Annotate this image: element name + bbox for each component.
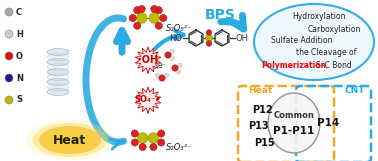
- Circle shape: [149, 13, 160, 23]
- Text: Carboxylation: Carboxylation: [307, 24, 361, 33]
- Circle shape: [5, 52, 13, 60]
- Polygon shape: [135, 87, 161, 113]
- Polygon shape: [135, 47, 161, 73]
- Text: SO₄⁻•: SO₄⁻•: [135, 95, 161, 104]
- Ellipse shape: [47, 68, 69, 76]
- Circle shape: [155, 7, 163, 14]
- Circle shape: [177, 70, 181, 74]
- Circle shape: [170, 57, 174, 61]
- Ellipse shape: [47, 79, 69, 85]
- Text: BPS: BPS: [204, 8, 235, 22]
- Ellipse shape: [47, 84, 69, 90]
- Text: P1-P11: P1-P11: [273, 126, 314, 136]
- Circle shape: [170, 49, 174, 53]
- Circle shape: [160, 14, 167, 22]
- Text: S–C Bond: S–C Bond: [316, 61, 352, 70]
- Text: e⁻: e⁻: [158, 61, 167, 70]
- Text: H: H: [16, 29, 23, 38]
- Circle shape: [138, 5, 145, 13]
- Circle shape: [5, 74, 13, 82]
- Circle shape: [5, 30, 13, 38]
- Ellipse shape: [47, 74, 69, 80]
- Circle shape: [133, 22, 141, 29]
- Circle shape: [155, 73, 159, 77]
- Ellipse shape: [47, 63, 69, 71]
- Ellipse shape: [45, 129, 95, 151]
- Ellipse shape: [33, 123, 107, 157]
- Circle shape: [151, 5, 158, 13]
- Text: S: S: [16, 95, 22, 104]
- Circle shape: [131, 139, 138, 146]
- Text: Hydroxylation: Hydroxylation: [292, 11, 346, 20]
- Circle shape: [172, 65, 178, 71]
- Circle shape: [5, 8, 13, 16]
- Text: S₂O₈²⁻: S₂O₈²⁻: [166, 24, 192, 33]
- Text: OH: OH: [236, 33, 249, 43]
- Text: P12: P12: [252, 105, 272, 115]
- Ellipse shape: [39, 126, 101, 154]
- Circle shape: [206, 30, 212, 35]
- Text: Polymerization: Polymerization: [262, 61, 327, 70]
- Circle shape: [155, 22, 163, 29]
- Text: P13: P13: [248, 121, 268, 131]
- Text: Common: Common: [274, 110, 314, 119]
- Circle shape: [178, 63, 182, 67]
- Circle shape: [206, 34, 212, 42]
- Circle shape: [133, 7, 141, 14]
- Circle shape: [206, 41, 212, 46]
- Circle shape: [136, 13, 147, 23]
- Text: Heat: Heat: [53, 133, 87, 147]
- Text: CNT: CNT: [344, 86, 365, 95]
- Text: ·OH: ·OH: [138, 55, 158, 65]
- Ellipse shape: [26, 120, 113, 160]
- Text: HO: HO: [169, 33, 182, 43]
- Text: P15: P15: [254, 138, 274, 148]
- Text: Heat: Heat: [248, 86, 272, 95]
- Circle shape: [139, 143, 146, 151]
- Circle shape: [165, 52, 171, 58]
- Circle shape: [150, 143, 157, 151]
- Text: the Cleavage of: the Cleavage of: [296, 47, 356, 57]
- Ellipse shape: [254, 4, 374, 80]
- Ellipse shape: [47, 58, 69, 66]
- Text: N: N: [16, 74, 23, 82]
- Ellipse shape: [47, 48, 69, 56]
- Text: C: C: [16, 8, 22, 16]
- Circle shape: [148, 133, 159, 143]
- Text: O: O: [16, 52, 23, 61]
- Circle shape: [129, 14, 136, 22]
- Circle shape: [137, 133, 148, 143]
- Circle shape: [131, 130, 138, 137]
- Ellipse shape: [47, 53, 69, 61]
- Ellipse shape: [268, 93, 320, 153]
- Ellipse shape: [47, 89, 69, 95]
- Circle shape: [165, 73, 169, 77]
- Text: Sulfate Addition: Sulfate Addition: [271, 35, 333, 44]
- Text: S₂O₃²⁻: S₂O₃²⁻: [166, 143, 192, 152]
- Text: P14: P14: [317, 118, 339, 128]
- Circle shape: [5, 96, 13, 104]
- Circle shape: [159, 75, 165, 81]
- Circle shape: [158, 130, 165, 137]
- Circle shape: [158, 139, 165, 146]
